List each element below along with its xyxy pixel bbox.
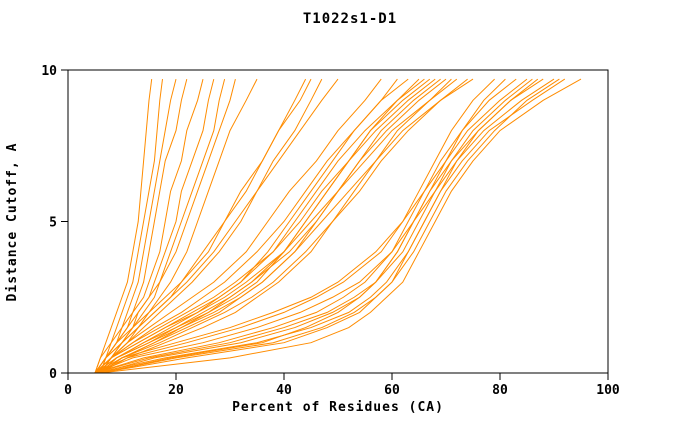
plot-area: 0 20 40 60 80 100 0 5 10 <box>41 64 620 398</box>
model-curve <box>100 78 506 374</box>
x-tick-label: 60 <box>384 383 400 398</box>
model-curve <box>94 78 382 374</box>
model-curve <box>94 78 409 374</box>
chart-title: T1022s1-D1 <box>303 11 397 27</box>
model-curve <box>99 78 307 374</box>
model-curve <box>94 79 153 374</box>
x-tick-label: 0 <box>64 383 72 398</box>
y-tick-label: 5 <box>49 216 57 231</box>
model-curve <box>94 78 566 374</box>
model-curve <box>94 79 163 374</box>
model-curve <box>100 78 560 374</box>
x-tick-label: 20 <box>168 383 184 398</box>
model-curve <box>99 78 226 374</box>
x-tick-label: 100 <box>596 383 620 398</box>
model-curve <box>94 78 555 374</box>
model-curve <box>94 78 236 374</box>
model-curve <box>94 78 188 374</box>
model-curve <box>94 78 517 374</box>
model-curve <box>100 78 398 374</box>
model-curve <box>100 78 582 374</box>
y-tick-label: 10 <box>41 64 57 79</box>
y-axis-label: Distance Cutoff, A <box>5 143 20 302</box>
model-curve <box>99 78 258 374</box>
x-axis-label: Percent of Residues (CA) <box>232 400 444 415</box>
model-curve <box>99 78 177 374</box>
model-curve <box>100 78 420 374</box>
model-curve <box>94 78 458 374</box>
model-curve <box>94 78 528 374</box>
x-tick-label: 80 <box>492 383 508 398</box>
model-curve <box>94 78 544 374</box>
model-curve <box>94 78 495 374</box>
model-curve <box>99 78 323 374</box>
model-curve <box>100 78 468 374</box>
model-curve <box>100 78 452 374</box>
y-tick-label: 0 <box>49 367 57 382</box>
model-curve <box>100 78 539 374</box>
x-tick-label: 40 <box>276 383 292 398</box>
model-curve <box>100 78 441 374</box>
model-curve <box>94 78 425 374</box>
